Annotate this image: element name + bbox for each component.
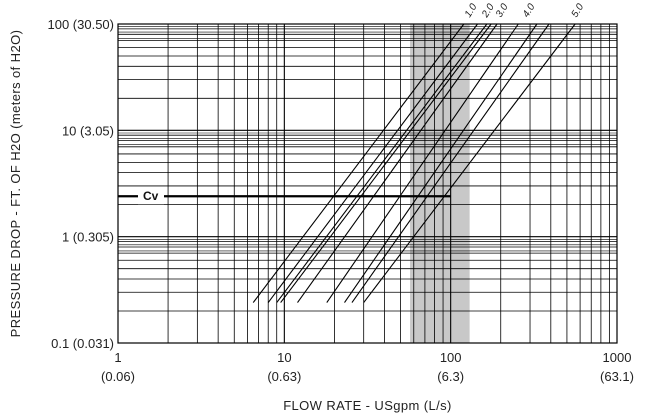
- series-line-3: [276, 23, 488, 303]
- shaded-band: [410, 24, 470, 343]
- x-tick-sublabel: (0.63): [267, 369, 301, 384]
- series-label: 3.0: [494, 2, 511, 20]
- y-axis-label: PRESSURE DROP - FT. OF H2O (meters of H2…: [8, 30, 23, 338]
- x-tick-label: 100: [440, 350, 462, 365]
- series-line-5: [297, 23, 498, 303]
- series-lines: 1.0 2.03.0 4.0 5.0: [252, 2, 587, 303]
- x-tick-label: 10: [277, 350, 291, 365]
- y-tick-label: 0.1 (0.031): [51, 336, 114, 351]
- y-tick-label: 100 (30.50): [48, 17, 115, 32]
- x-tick-sublabel: (6.3): [437, 369, 464, 384]
- cv-label: Cv: [143, 189, 159, 203]
- series-line-8: [351, 23, 550, 303]
- cv-label-background: [138, 188, 164, 205]
- grid-lines: [118, 24, 617, 343]
- cv-reference: Cv: [118, 188, 451, 205]
- series-line-6: [326, 23, 519, 303]
- tick-labels: 1 (0.06) 10 (0.63) 100 (6.3) 1000 (63.1) 0.1 (0.…: [48, 17, 634, 384]
- x-tick-sublabel: (0.06): [101, 369, 135, 384]
- x-tick-label: 1: [114, 350, 121, 365]
- y-tick-label: 1 (0.305): [62, 230, 114, 245]
- series-label: 4.0: [521, 2, 538, 20]
- series-line-4: [280, 23, 492, 303]
- x-tick-sublabel: (63.1): [600, 369, 634, 384]
- series-label: 5.0: [570, 2, 587, 20]
- series-line-7: [344, 23, 538, 303]
- y-tick-label: 10 (3.05): [62, 123, 114, 138]
- series-label: 2.0: [480, 2, 497, 21]
- x-tick-label: 1000: [603, 350, 632, 365]
- series-line-2: [267, 23, 478, 303]
- x-axis-label: FLOW RATE - USgpm (L/s): [283, 398, 452, 413]
- series-line-9: [363, 23, 576, 303]
- series-label: 1.0: [463, 2, 480, 20]
- plot-frame: [117, 23, 618, 344]
- series-line-1: [252, 23, 465, 303]
